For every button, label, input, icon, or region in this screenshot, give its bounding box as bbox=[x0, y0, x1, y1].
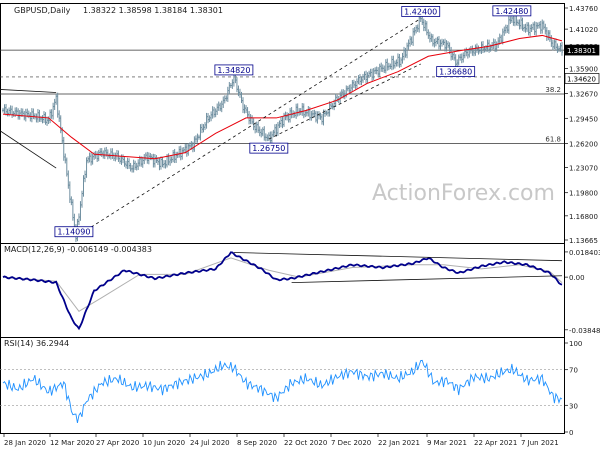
moving-average bbox=[2, 34, 563, 160]
price-guide-lines: 38.2 61.8 bbox=[0, 49, 564, 144]
price-axis-label: 1.41020 bbox=[569, 26, 598, 34]
rsi-label: RSI(14) 36.2944 bbox=[4, 339, 69, 348]
macd-axis-label: -0.038483 bbox=[569, 327, 600, 335]
price-label: 1.42400 bbox=[404, 7, 437, 16]
rsi-lines bbox=[0, 359, 564, 423]
price-axis-label: 1.35900 bbox=[569, 66, 598, 74]
macd-axis-label: 0.00 bbox=[569, 274, 585, 282]
macd-signal-line bbox=[2, 257, 563, 313]
macd-axis: 0.018403 0.00 -0.038483 bbox=[564, 249, 600, 335]
price-label: 1.34820 bbox=[217, 66, 250, 75]
x-axis-label: 7 Jun 2021 bbox=[521, 439, 559, 447]
watermark: ActionForex.com bbox=[372, 181, 555, 206]
price-trendlines bbox=[0, 18, 421, 238]
x-axis-label: 28 Jan 2020 bbox=[4, 439, 46, 447]
x-axis-label: 12 Mar 2020 bbox=[50, 439, 94, 447]
trendline bbox=[0, 89, 57, 93]
moving-average-line bbox=[2, 34, 563, 160]
price-marker-label: 1.34620 bbox=[567, 75, 596, 83]
rsi-axis-label: 30 bbox=[569, 402, 578, 410]
macd-axis-label: 0.018403 bbox=[569, 249, 600, 257]
price-label: 1.26750 bbox=[252, 144, 285, 153]
rsi-panel-frame bbox=[0, 337, 565, 434]
price-label-box bbox=[436, 66, 476, 77]
price-bars bbox=[2, 11, 563, 243]
x-axis-label: 10 Jun 2020 bbox=[143, 439, 185, 447]
x-axis-label: 24 Jul 2020 bbox=[190, 439, 230, 447]
fib-level-label: 61.8 bbox=[545, 135, 561, 143]
ohlc-values: 1.38322 1.38598 1.38184 1.38301 bbox=[83, 6, 223, 15]
price-labels: 1.42400 1.42480 1.34820 1.36680 1.26750 1.140… bbox=[54, 5, 532, 238]
x-axis: 28 Jan 2020 12 Mar 2020 27 Apr 2020 10 Jun … bbox=[3, 433, 559, 447]
price-axis: 1.437601.410201.388301.359001.326701.294… bbox=[564, 5, 600, 245]
rsi-axis: 100 70 30 0 bbox=[564, 340, 582, 437]
x-axis-label: 22 Oct 2020 bbox=[284, 439, 327, 447]
macd-panel-frame bbox=[0, 243, 565, 338]
x-axis-label: 8 Sep 2020 bbox=[237, 439, 277, 447]
x-axis-label: 9 Mar 2021 bbox=[427, 439, 467, 447]
price-label: 1.36680 bbox=[439, 68, 472, 77]
x-axis-label: 22 Jan 2021 bbox=[378, 439, 420, 447]
price-axis-label: 1.23070 bbox=[569, 164, 598, 172]
rsi-axis-label: 100 bbox=[569, 340, 582, 348]
rsi-axis-label: 70 bbox=[569, 367, 578, 375]
x-axis-label: 22 Apr 2021 bbox=[474, 439, 517, 447]
trendline bbox=[0, 130, 57, 169]
price-label-box bbox=[492, 5, 532, 17]
chart-symbol: GBPUSD,Daily bbox=[14, 6, 71, 15]
price-label: 1.42480 bbox=[495, 7, 528, 16]
macd-label: MACD(12,26,9) -0.006149 -0.004383 bbox=[4, 245, 152, 254]
price-axis-label: 1.13665 bbox=[569, 237, 598, 245]
price-axis-label: 1.19800 bbox=[569, 190, 598, 198]
x-axis-label: 27 Apr 2020 bbox=[96, 439, 139, 447]
price-axis-label: 1.43760 bbox=[569, 5, 598, 13]
price-axis-label: 1.32670 bbox=[569, 90, 598, 98]
price-axis-label: 1.26200 bbox=[569, 140, 598, 148]
price-label: 1.14090 bbox=[57, 228, 90, 237]
trendline bbox=[268, 63, 421, 140]
macd-lines bbox=[2, 251, 563, 331]
price-axis-label: 1.29450 bbox=[569, 115, 598, 123]
x-axis-label: 7 Dec 2020 bbox=[331, 439, 371, 447]
macd-trendline bbox=[291, 275, 563, 283]
price-marker-box bbox=[564, 73, 600, 84]
fib-level-label: 38.2 bbox=[545, 86, 561, 94]
macd-main-line bbox=[2, 251, 563, 331]
price-label-box bbox=[54, 226, 94, 238]
price-marker-box bbox=[564, 44, 600, 56]
price-label-box bbox=[249, 142, 289, 154]
trendline bbox=[75, 18, 421, 238]
price-label-box bbox=[401, 6, 441, 17]
price-label-box bbox=[214, 64, 254, 76]
price-marker-label: 1.38301 bbox=[567, 47, 596, 55]
macd-trendline bbox=[233, 252, 563, 262]
rsi-axis-label: 0 bbox=[569, 429, 573, 437]
rsi-line bbox=[2, 359, 563, 423]
price-axis-label: 1.16800 bbox=[569, 213, 598, 221]
